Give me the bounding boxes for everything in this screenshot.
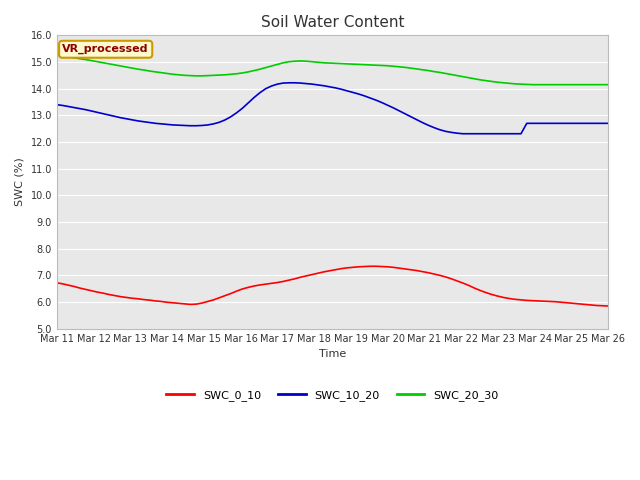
SWC_10_20 xyxy=(459,131,467,137)
SWC_10_20 xyxy=(337,86,345,92)
SWC_20_30 xyxy=(529,82,536,87)
SWC_10_20 xyxy=(210,121,218,127)
SWC_10_20 xyxy=(285,80,292,86)
SWC_20_30 xyxy=(564,82,572,87)
SWC_0_10 xyxy=(366,264,374,269)
SWC_0_10 xyxy=(210,297,218,303)
SWC_20_30 xyxy=(349,61,356,67)
SWC_20_30 xyxy=(604,82,612,87)
Line: SWC_0_10: SWC_0_10 xyxy=(57,266,608,306)
Line: SWC_10_20: SWC_10_20 xyxy=(57,83,608,134)
Text: VR_processed: VR_processed xyxy=(63,44,149,54)
SWC_10_20 xyxy=(53,102,61,108)
X-axis label: Time: Time xyxy=(319,349,346,359)
SWC_0_10 xyxy=(53,280,61,286)
SWC_0_10 xyxy=(129,295,136,301)
Line: SWC_20_30: SWC_20_30 xyxy=(57,55,608,84)
SWC_10_20 xyxy=(129,117,136,123)
SWC_10_20 xyxy=(355,91,362,97)
SWC_0_10 xyxy=(332,267,339,273)
SWC_10_20 xyxy=(297,80,305,86)
SWC_20_30 xyxy=(53,52,61,58)
Y-axis label: SWC (%): SWC (%) xyxy=(15,157,25,206)
SWC_10_20 xyxy=(604,120,612,126)
SWC_0_10 xyxy=(604,303,612,309)
Title: Soil Water Content: Soil Water Content xyxy=(260,15,404,30)
SWC_20_30 xyxy=(291,59,299,64)
Legend: SWC_0_10, SWC_10_20, SWC_20_30: SWC_0_10, SWC_10_20, SWC_20_30 xyxy=(162,385,503,405)
SWC_10_20 xyxy=(570,120,577,126)
SWC_0_10 xyxy=(291,276,299,282)
SWC_20_30 xyxy=(129,65,136,71)
SWC_20_30 xyxy=(210,72,218,78)
SWC_0_10 xyxy=(349,264,356,270)
SWC_0_10 xyxy=(564,300,572,306)
SWC_20_30 xyxy=(332,60,339,66)
